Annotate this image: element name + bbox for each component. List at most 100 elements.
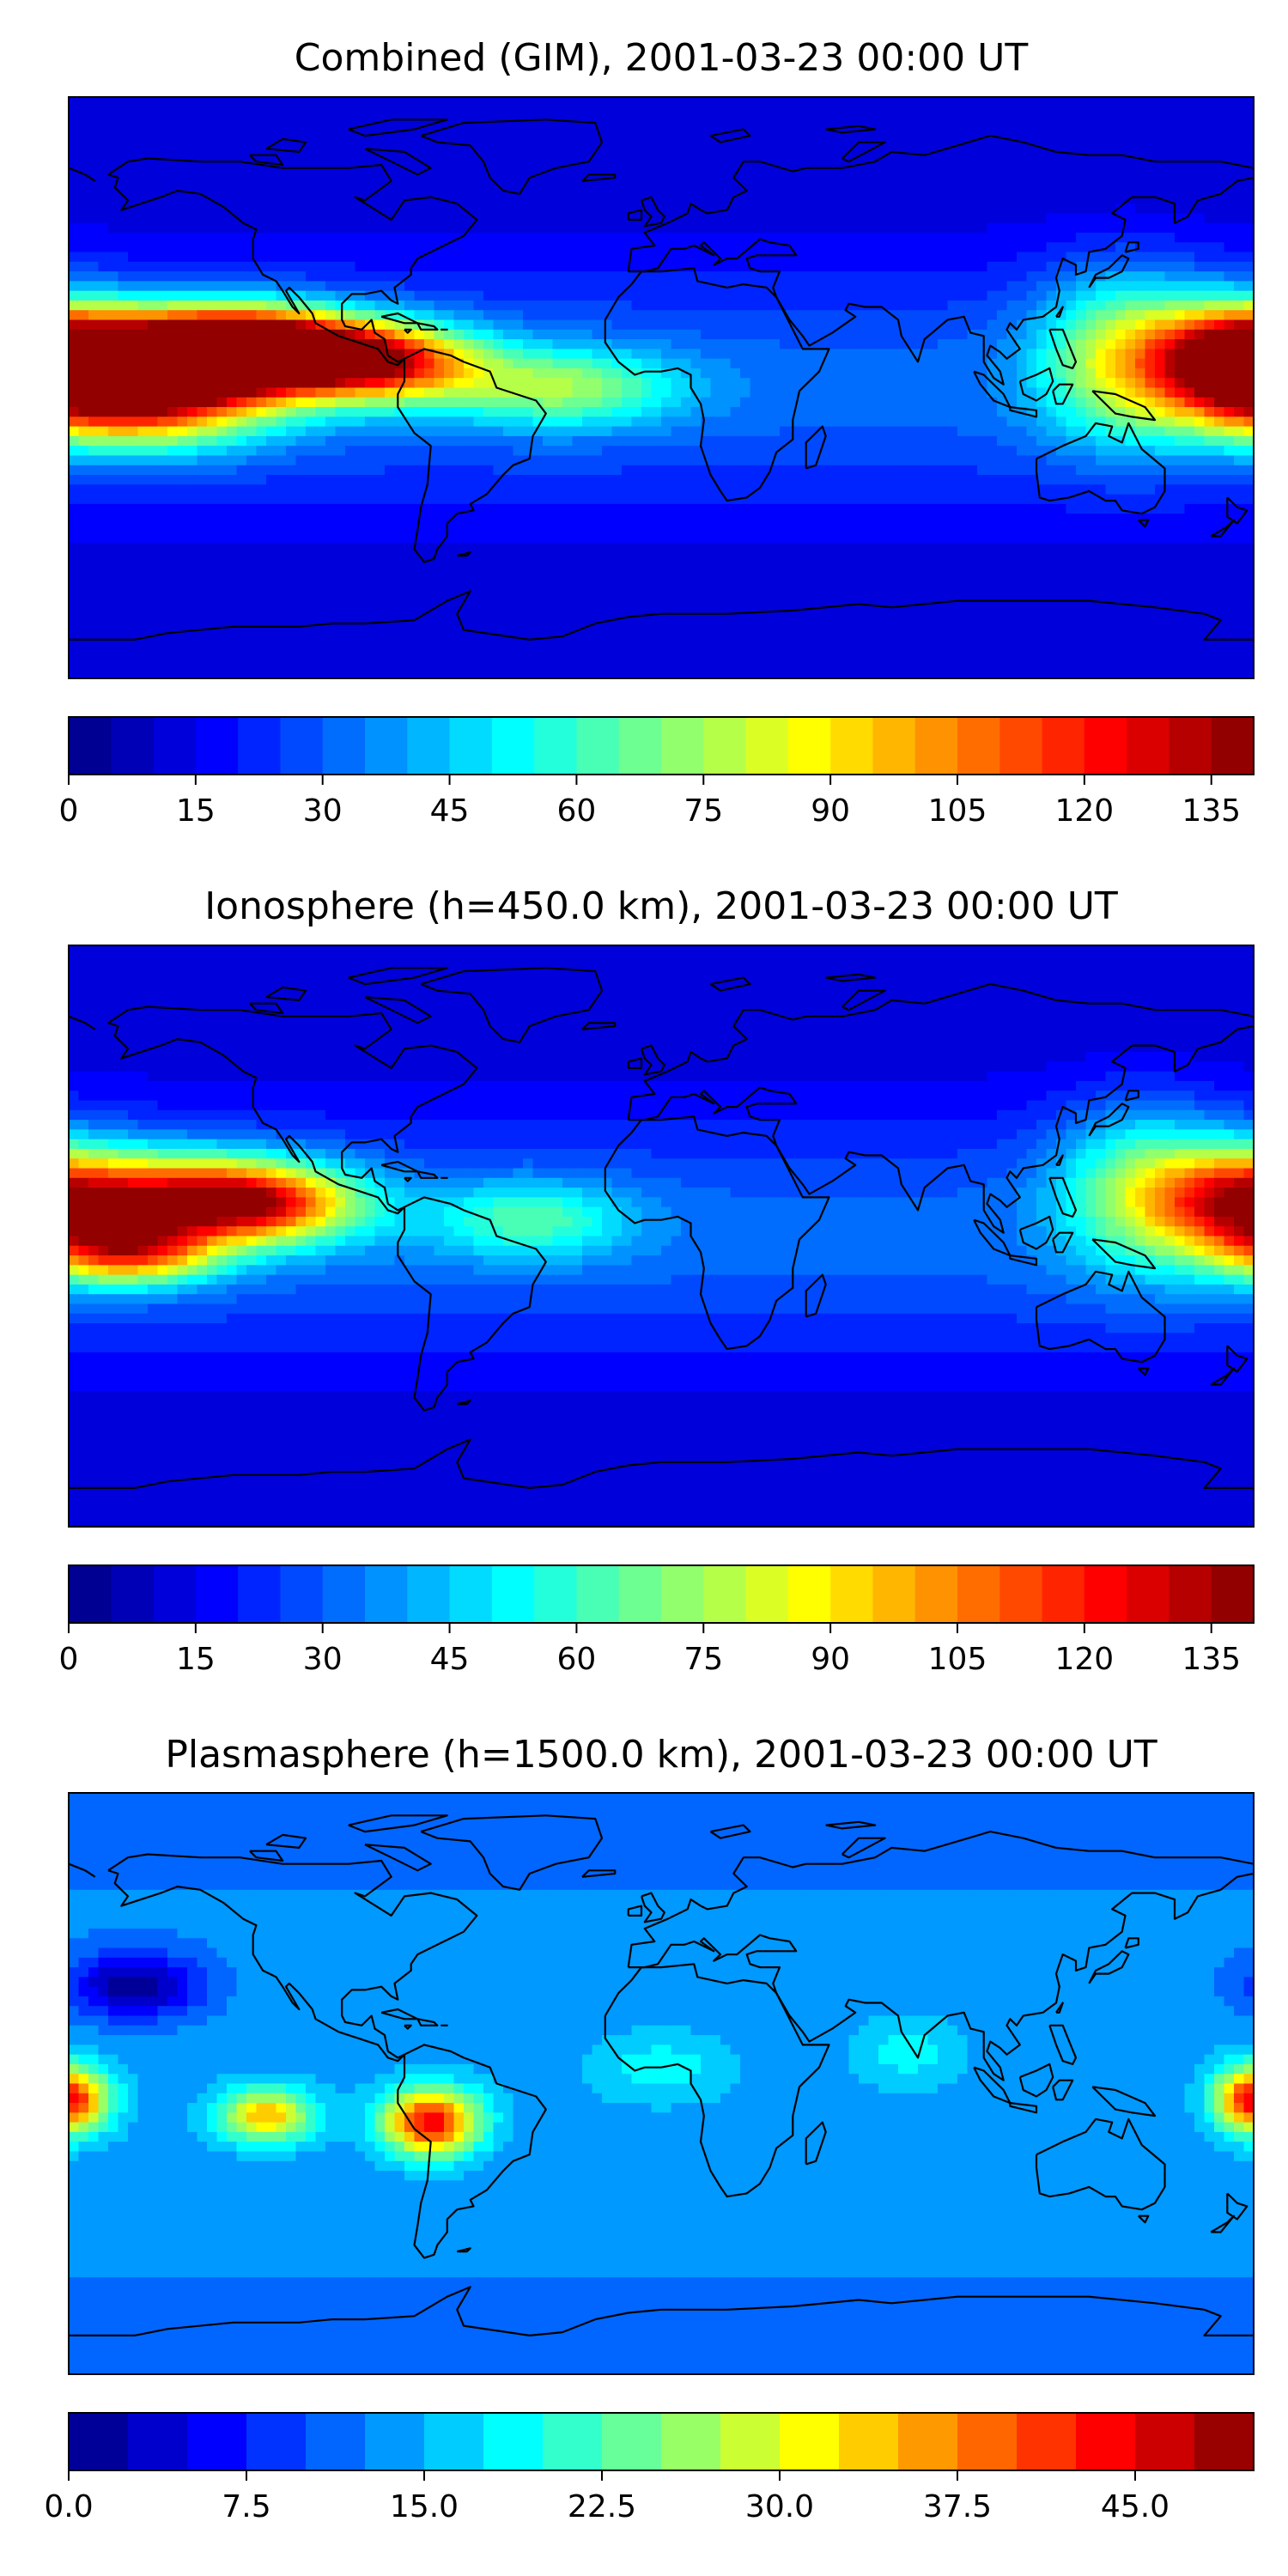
tec-cell	[908, 387, 919, 398]
tec-cell	[256, 416, 267, 428]
tec-cell	[690, 125, 702, 137]
tec-cell	[78, 465, 89, 476]
tec-cell	[1105, 125, 1116, 137]
tec-cell	[286, 426, 297, 437]
tec-cell	[1036, 204, 1048, 214]
tec-cell	[148, 213, 159, 224]
tec-cell	[1145, 484, 1156, 495]
tec-cell	[69, 455, 80, 466]
tec-cell	[631, 484, 642, 495]
tec-cell	[848, 145, 860, 156]
tec-cell	[345, 300, 356, 311]
tec-cell	[690, 164, 702, 175]
tec-cell	[128, 164, 139, 175]
tec-cell	[809, 193, 820, 204]
tec-cell	[414, 407, 425, 417]
tec-cell	[157, 281, 168, 292]
tec-cell	[730, 116, 741, 127]
tec-cell	[760, 232, 771, 243]
tec-cell	[1135, 426, 1146, 437]
tec-cell	[424, 349, 435, 360]
tec-cell	[987, 368, 998, 379]
tec-cell	[819, 475, 830, 485]
tec-cell	[236, 484, 247, 495]
tec-cell	[730, 397, 741, 408]
tec-cell	[453, 271, 465, 282]
tec-cell	[690, 232, 702, 243]
tec-cell	[464, 242, 475, 253]
tec-cell	[266, 435, 277, 447]
tec-cell	[681, 116, 692, 127]
tec-cell	[641, 475, 653, 485]
tec-cell	[957, 281, 969, 292]
tec-cell	[760, 252, 771, 263]
tec-cell	[1105, 290, 1116, 301]
tec-cell	[1085, 339, 1097, 349]
tec-cell	[295, 310, 307, 321]
tec-cell	[819, 484, 830, 495]
tec-cell	[997, 407, 1008, 417]
tec-cell	[1145, 164, 1156, 175]
tec-cell	[207, 213, 218, 224]
tec-cell	[345, 446, 356, 457]
tec-cell	[473, 193, 484, 204]
tec-cell	[157, 446, 168, 457]
tec-cell	[701, 300, 712, 311]
tec-cell	[473, 106, 484, 118]
tec-cell	[769, 455, 781, 466]
tec-cell	[799, 145, 811, 156]
tec-cell	[947, 136, 958, 147]
tec-cell	[335, 484, 346, 495]
tec-cell	[671, 310, 682, 321]
tec-cell	[967, 387, 978, 398]
tec-cell	[424, 368, 435, 379]
tec-cell	[1184, 97, 1195, 107]
tec-cell	[987, 329, 998, 340]
tec-cell	[424, 329, 435, 340]
tec-cell	[878, 145, 890, 156]
tec-cell	[503, 213, 514, 224]
tec-cell	[227, 184, 238, 195]
tec-cell	[908, 155, 919, 166]
tec-cell	[839, 97, 850, 107]
tec-cell	[878, 426, 890, 437]
tec-cell	[365, 349, 376, 360]
tec-cell	[671, 387, 682, 398]
tec-cell	[1204, 465, 1215, 476]
tec-cell	[227, 455, 238, 466]
tec-cell	[88, 358, 100, 369]
tec-cell	[819, 261, 830, 272]
tec-cell	[1085, 213, 1097, 224]
tec-cell	[1046, 174, 1057, 185]
tec-cell	[918, 378, 929, 389]
tec-cell	[809, 358, 820, 369]
tec-cell	[1085, 164, 1097, 175]
tec-cell	[631, 435, 642, 447]
tec-cell	[1175, 232, 1186, 243]
tec-cell	[69, 387, 80, 398]
tec-cell	[1125, 475, 1136, 485]
tec-cell	[1125, 290, 1136, 301]
tec-cell	[473, 446, 484, 457]
tec-cell	[207, 387, 218, 398]
tec-cell	[938, 271, 949, 282]
tec-cell	[1066, 174, 1077, 185]
tec-cell	[148, 281, 159, 292]
tec-cell	[819, 387, 830, 398]
tec-cell	[681, 204, 692, 214]
tec-cell	[1017, 164, 1028, 175]
tec-cell	[365, 358, 376, 369]
tec-cell	[671, 97, 682, 107]
tec-cell	[295, 475, 307, 485]
tec-cell	[385, 387, 396, 398]
tec-cell	[306, 475, 317, 485]
tec-cell	[602, 349, 613, 360]
tec-cell	[266, 407, 277, 417]
tec-cell	[789, 271, 800, 282]
tec-cell	[1085, 300, 1097, 311]
tec-cell	[1076, 378, 1087, 389]
tec-cell	[167, 242, 179, 253]
tec-cell	[493, 446, 504, 457]
tec-cell	[1066, 349, 1077, 360]
tec-cell	[434, 455, 445, 466]
